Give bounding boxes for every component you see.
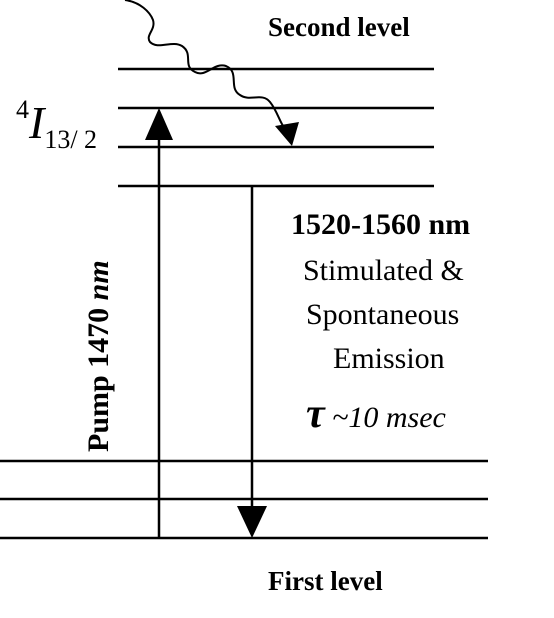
pump-arrowhead	[145, 108, 173, 140]
emission-arrowhead	[237, 506, 267, 538]
state-superscript: 4	[16, 95, 29, 124]
pump-label-unit: nm	[82, 260, 115, 301]
state-letter: I	[29, 97, 45, 148]
pump-label: Pump 1470 nm	[82, 260, 116, 452]
emission-band-label: 1520-1560 nm	[291, 208, 471, 241]
emission-line-1: Stimulated &	[303, 254, 464, 287]
lifetime-value: ~10 msec	[332, 401, 446, 434]
lifetime-label: τ ~10 msec	[306, 390, 446, 438]
emission-line-2: Spontaneous	[306, 298, 460, 331]
state-subscript: 13/ 2	[44, 125, 98, 154]
state-term-symbol: 4I13/ 2	[16, 95, 98, 154]
emission-line-3: Emission	[333, 342, 445, 375]
nonradiative-decay-wave	[124, 0, 287, 131]
lower-level-label: First level	[268, 566, 383, 596]
tau-symbol: τ	[306, 391, 325, 437]
pump-label-text: Pump 1470	[82, 300, 115, 452]
upper-level-label: Second level	[268, 12, 410, 42]
nonradiative-decay-arrowhead	[275, 122, 299, 146]
